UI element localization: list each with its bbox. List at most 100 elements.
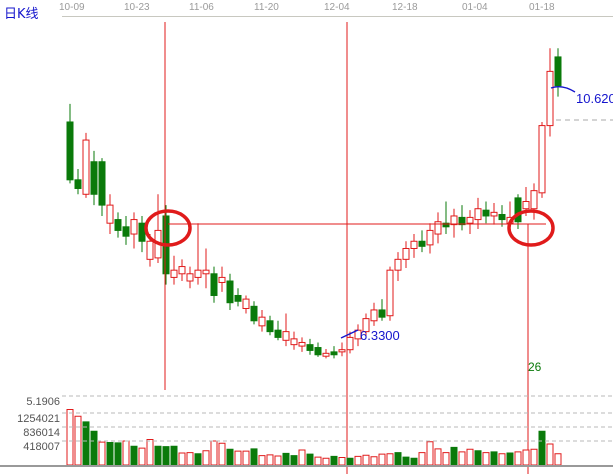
candle-body [218, 276, 226, 283]
candle [82, 132, 90, 198]
candle-body [330, 351, 338, 356]
candle-body [130, 219, 138, 235]
candle [314, 342, 322, 357]
volume-bar [274, 455, 282, 466]
candle [546, 48, 554, 137]
price-low-label: 6.3300 [360, 328, 400, 343]
candle [138, 215, 146, 253]
candle-body [258, 316, 266, 327]
volume-bar [362, 454, 370, 466]
candle-body [226, 280, 234, 304]
volume-bar [226, 448, 234, 466]
volume-bar [434, 448, 442, 466]
volume-bar [186, 452, 194, 466]
candle [362, 313, 370, 338]
candle-body [402, 247, 410, 260]
candle-body [250, 305, 258, 322]
candle [338, 342, 346, 357]
candle [418, 230, 426, 253]
volume-canvas [0, 395, 613, 467]
candle-body [178, 266, 186, 275]
candle [106, 194, 114, 235]
candle [226, 273, 234, 310]
candle-body [242, 298, 250, 309]
volume-bar [66, 409, 74, 466]
candle-body [378, 309, 386, 318]
date-tick-label: 01-18 [529, 2, 555, 13]
candle-body [442, 222, 450, 228]
candle [394, 252, 402, 282]
candle [434, 212, 442, 244]
volume-bar [530, 448, 538, 466]
volume-bar [330, 455, 338, 466]
candle-body [90, 161, 98, 195]
axis-rule [62, 16, 613, 17]
candle-body [306, 344, 314, 351]
candle [330, 346, 338, 359]
volume-bar [250, 448, 258, 466]
volume-bar [538, 430, 546, 466]
candle-body [138, 222, 146, 242]
candle [74, 168, 82, 195]
candle [442, 201, 450, 235]
volume-bar [490, 451, 498, 466]
candle-body [290, 338, 298, 346]
volume-bar [154, 445, 162, 466]
candle [322, 348, 330, 359]
candle-body [98, 161, 106, 206]
candle-body [170, 269, 178, 278]
candle [290, 331, 298, 350]
candle-body [146, 240, 154, 260]
volume-bar [234, 450, 242, 466]
candle [250, 301, 258, 325]
volume-bar [482, 452, 490, 466]
volume-bar [202, 450, 210, 466]
volume-bar [314, 456, 322, 466]
date-tick-label: 11-06 [189, 2, 214, 13]
candle [114, 212, 122, 238]
volume-bar [178, 452, 186, 466]
candle [458, 205, 466, 231]
candle [498, 205, 506, 227]
candle [306, 338, 314, 355]
volume-bar [418, 452, 426, 466]
volume-bar [474, 450, 482, 466]
volume-bar [370, 456, 378, 466]
candle-body [426, 229, 434, 246]
candle-body [234, 294, 242, 302]
candle-body [210, 273, 218, 296]
volume-axis-label: 1254021 [17, 413, 60, 425]
volume-bar [346, 457, 354, 466]
candle-body [106, 204, 114, 224]
candle-body [450, 215, 458, 226]
volume-bar [410, 457, 418, 466]
candle-body [482, 209, 490, 217]
candle-body [202, 269, 210, 275]
volume-bar [146, 439, 154, 466]
candle-body [514, 197, 522, 223]
candle-body [474, 208, 482, 221]
price-high-label: 10.620 [576, 91, 613, 106]
candle [402, 241, 410, 269]
candle-body [266, 320, 274, 333]
candle-body [458, 216, 466, 226]
candle [234, 288, 242, 307]
volume-bar [290, 455, 298, 466]
candle-body [538, 125, 546, 194]
volume-bar [338, 457, 346, 466]
volume-bar [378, 453, 386, 466]
volume-bar [106, 442, 114, 466]
candle [538, 121, 546, 198]
volume-bar [426, 441, 434, 466]
volume-bar [394, 452, 402, 466]
candle [218, 266, 226, 292]
volume-bar [210, 440, 218, 466]
candle [258, 309, 266, 332]
candle [146, 234, 154, 267]
candle [122, 215, 130, 245]
candle-body [74, 179, 82, 189]
volume-axis-label: 5.1906 [26, 396, 60, 408]
candle [242, 295, 250, 314]
date-tick-label: 10-23 [124, 2, 150, 13]
